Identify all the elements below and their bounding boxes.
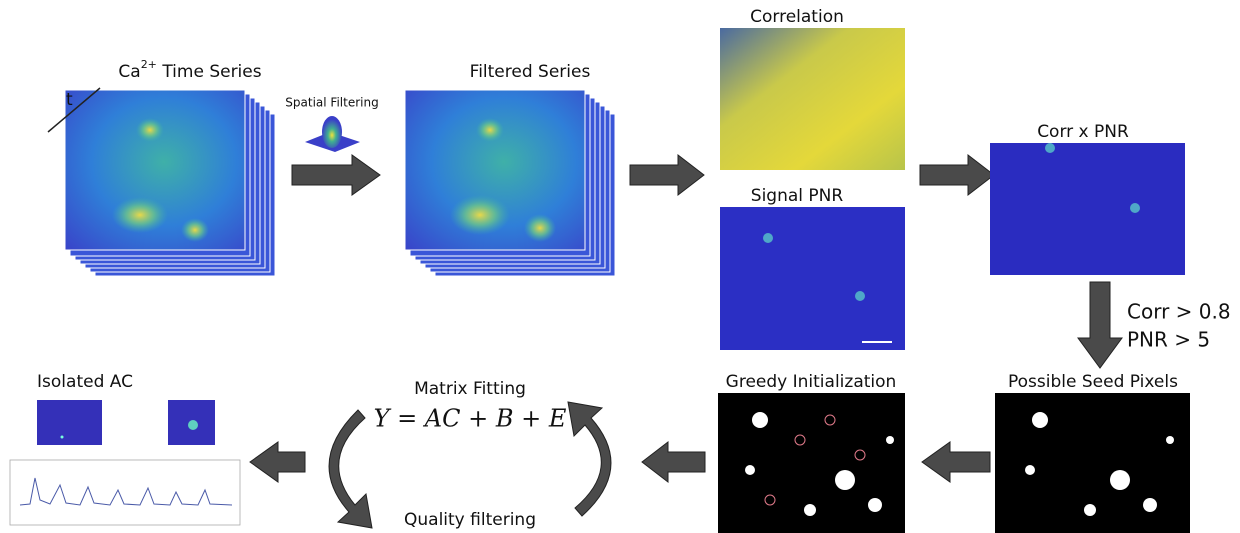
- arrow: [250, 442, 305, 482]
- correlation-image: [720, 28, 905, 170]
- stage-label: Possible Seed Pixels: [1008, 372, 1178, 392]
- arrow: [630, 155, 704, 195]
- threshold: Corr > 0.8: [1127, 300, 1231, 324]
- gaussian-peak: [322, 116, 342, 148]
- stage-label: Correlation: [750, 7, 844, 27]
- stage-label: Corr x PNR: [1037, 122, 1129, 142]
- axis-label: t: [66, 90, 73, 110]
- corr-pnr-image: [990, 143, 1185, 275]
- stage-label: Signal PNR: [751, 186, 844, 206]
- stage-label: Filtered Series: [470, 62, 591, 82]
- stage-label: Spatial Filtering: [285, 96, 378, 110]
- stage-label: Matrix Fitting: [414, 379, 526, 399]
- cycle-arrow: [329, 410, 372, 528]
- cycle-arrow: [568, 402, 611, 516]
- spatial-footprint: [37, 400, 102, 445]
- pnr-image: [720, 207, 905, 350]
- equation: Y = AC + B + E: [374, 405, 567, 433]
- stage-label: Greedy Initialization: [726, 372, 897, 392]
- arrow: [642, 442, 705, 482]
- stage-label: Ca2+ Time Series: [118, 58, 261, 82]
- arrow: [920, 155, 994, 195]
- arrow: [292, 155, 380, 195]
- arrow: [922, 442, 990, 482]
- filtered-series-stack: [405, 90, 615, 276]
- threshold: PNR > 5: [1127, 328, 1210, 352]
- arrow: [1078, 282, 1122, 368]
- time-series-stack: [48, 88, 275, 276]
- stage-label: Isolated AC: [37, 372, 133, 392]
- pipeline-diagram: Ca2+ Time Series t Spatial Filtering Fil…: [0, 0, 1240, 533]
- stage-label: Quality filtering: [404, 510, 536, 530]
